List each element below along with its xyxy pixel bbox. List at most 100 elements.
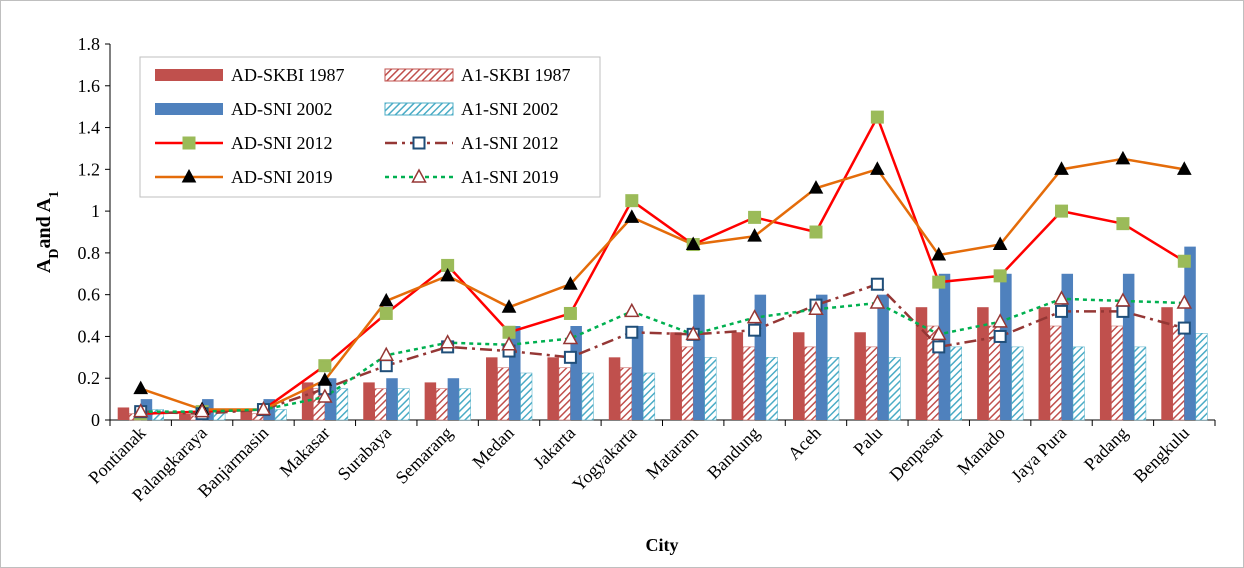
legend-swatch — [384, 102, 454, 116]
legend-marker — [181, 168, 197, 183]
point — [930, 325, 947, 341]
bar — [458, 388, 471, 421]
bar — [570, 326, 582, 420]
point — [1115, 150, 1131, 165]
point — [932, 340, 946, 354]
bar — [1161, 307, 1173, 420]
point — [1053, 290, 1070, 305]
point — [378, 346, 395, 361]
point — [379, 359, 393, 373]
bar — [397, 388, 410, 421]
bar — [608, 357, 621, 420]
bar — [558, 367, 571, 421]
point — [993, 329, 1007, 343]
bar — [1011, 346, 1024, 421]
point — [870, 110, 884, 124]
bar — [520, 372, 533, 421]
bar — [1122, 273, 1135, 420]
bar — [179, 413, 191, 420]
legend-marker — [411, 168, 427, 183]
bar — [151, 409, 164, 421]
legend-marker-shape — [412, 136, 426, 150]
bar — [274, 409, 287, 421]
y-tick-label: 1.6 — [78, 76, 101, 96]
bar — [1099, 307, 1112, 420]
y-tick-label: 1.8 — [78, 34, 101, 54]
point — [1115, 292, 1131, 307]
legend-label: AD-SNI 2019 — [231, 167, 333, 187]
point — [132, 403, 149, 418]
bar — [424, 382, 437, 420]
point — [932, 275, 946, 289]
bar — [1172, 325, 1185, 421]
point — [1177, 254, 1191, 268]
bar — [117, 407, 130, 420]
bar — [765, 357, 778, 421]
bar — [704, 357, 717, 421]
point — [748, 210, 762, 224]
bar — [1038, 307, 1051, 420]
point — [870, 161, 885, 175]
bar — [509, 326, 521, 420]
y-tick-label: 0.8 — [78, 243, 101, 263]
line — [140, 114, 1185, 415]
bar — [1072, 346, 1085, 421]
point — [318, 359, 332, 373]
legend-marker-shape — [411, 168, 427, 183]
bar — [888, 357, 901, 421]
bar — [915, 307, 928, 420]
legend-swatch — [155, 103, 223, 115]
legend-marker — [412, 136, 426, 150]
y-tick-label: 1 — [91, 201, 100, 221]
point — [1116, 304, 1130, 318]
bar — [435, 388, 448, 421]
bar — [486, 357, 498, 420]
point — [808, 300, 824, 316]
y-tick-label: 0 — [91, 410, 100, 430]
point — [747, 228, 762, 242]
legend-marker — [182, 136, 196, 150]
bar — [1134, 346, 1147, 421]
bar — [1195, 333, 1208, 421]
bar — [854, 332, 866, 420]
point — [625, 325, 639, 339]
point — [501, 299, 517, 313]
bar — [827, 357, 840, 421]
point — [1176, 161, 1192, 175]
point — [624, 209, 640, 223]
bar — [731, 332, 744, 420]
point — [501, 336, 517, 351]
bar — [815, 294, 828, 420]
bar — [643, 372, 656, 421]
bar — [497, 367, 510, 421]
x-axis-label: City — [646, 535, 679, 555]
point — [624, 302, 640, 318]
bar — [1061, 273, 1074, 420]
point — [1055, 204, 1069, 218]
point — [993, 269, 1007, 283]
bar — [681, 346, 694, 421]
point — [133, 380, 149, 395]
legend-label: A1-SNI 2019 — [461, 167, 559, 187]
bar — [301, 382, 314, 420]
point — [685, 325, 701, 341]
y-tick-label: 0.2 — [78, 368, 101, 388]
bar — [581, 372, 594, 421]
point — [992, 236, 1008, 251]
point — [255, 400, 272, 416]
point — [625, 194, 639, 208]
bar — [374, 388, 387, 421]
legend-label: AD-SKBI 1987 — [231, 65, 345, 85]
y-axis-label-part: A — [33, 258, 55, 273]
point — [502, 325, 516, 339]
legend-swatch — [155, 69, 223, 81]
bar — [804, 346, 817, 421]
y-axis-label-part: and A — [33, 197, 55, 248]
point — [563, 276, 578, 290]
legend-label: A1-SNI 2012 — [461, 133, 559, 153]
bar — [336, 388, 349, 421]
point — [1176, 294, 1193, 309]
legend-label: AD-SNI 2012 — [231, 133, 333, 153]
point — [379, 306, 393, 320]
